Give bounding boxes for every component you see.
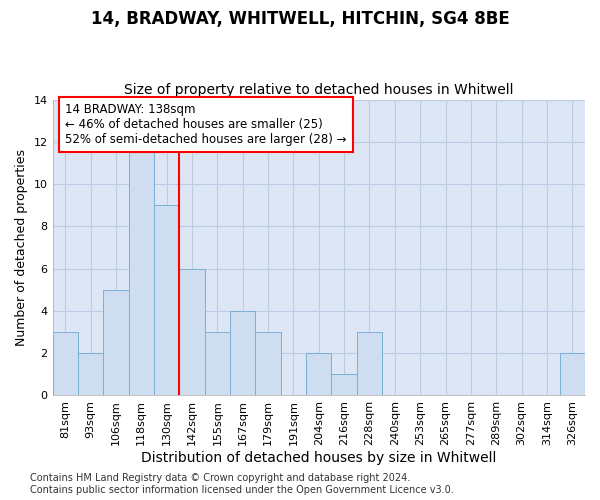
Bar [53,332,78,396]
Text: 14 BRADWAY: 138sqm
← 46% of detached houses are smaller (25)
52% of semi-detache: 14 BRADWAY: 138sqm ← 46% of detached hou… [65,102,347,146]
Bar [103,290,128,396]
X-axis label: Distribution of detached houses by size in Whitwell: Distribution of detached houses by size … [141,451,496,465]
Bar [331,374,357,396]
Bar [306,353,331,396]
Bar [357,332,382,396]
Bar [205,332,230,396]
Bar [179,268,205,396]
Text: 14, BRADWAY, WHITWELL, HITCHIN, SG4 8BE: 14, BRADWAY, WHITWELL, HITCHIN, SG4 8BE [91,10,509,28]
Title: Size of property relative to detached houses in Whitwell: Size of property relative to detached ho… [124,83,514,97]
Bar [256,332,281,396]
Y-axis label: Number of detached properties: Number of detached properties [15,149,28,346]
Bar [154,205,179,396]
Bar [128,142,154,396]
Bar [230,311,256,396]
Bar [560,353,585,396]
Bar [78,353,103,396]
Text: Contains HM Land Registry data © Crown copyright and database right 2024.
Contai: Contains HM Land Registry data © Crown c… [30,474,454,495]
